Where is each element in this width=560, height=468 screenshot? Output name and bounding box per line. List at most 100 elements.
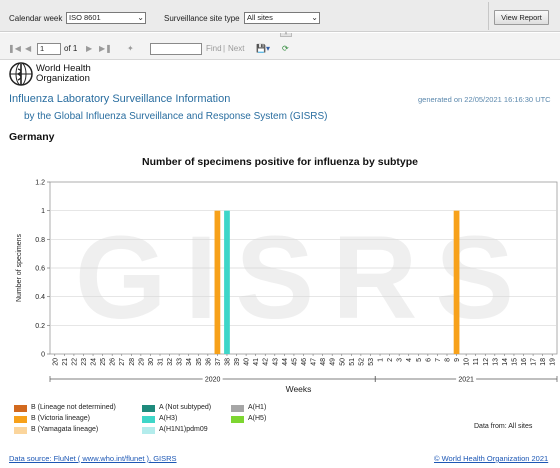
x-tick-label: 16: [521, 358, 528, 366]
legend-label: A(H3): [159, 415, 178, 422]
previous-page-icon[interactable]: ◀: [25, 44, 32, 53]
calendar-week-value: ISO 8601: [69, 13, 101, 22]
x-tick-label: 2: [387, 358, 394, 362]
legend-swatch: [231, 405, 244, 412]
who-logo: [8, 61, 88, 89]
next-link[interactable]: Next: [228, 44, 245, 53]
export-save-icon[interactable]: 💾▾: [256, 44, 270, 53]
site-type-value: All sites: [247, 13, 273, 22]
x-tick-label: 48: [320, 358, 327, 366]
x-tick-label: 35: [196, 358, 203, 366]
bar-a-h3-: [224, 210, 230, 354]
bar-b-victoria-lineage-: [214, 210, 221, 354]
org-line-1: World Health: [36, 63, 91, 74]
x-tick-label: 28: [129, 358, 136, 366]
report-toolbar: ˄ ❚◀ ◀ 1 of 1 ▶ ▶❚ ✦ Find | Next 💾▾ ⟳: [0, 32, 560, 60]
x-tick-label: 11: [473, 358, 480, 365]
legend-label: A(H1N1)pdm09: [159, 426, 208, 433]
refresh-icon[interactable]: ⟳: [282, 44, 289, 53]
x-tick-label: 21: [62, 358, 69, 366]
x-tick-label: 1: [378, 358, 385, 362]
x-tick-label: 20: [52, 358, 59, 366]
x-tick-label: 9: [454, 358, 461, 362]
x-tick-label: 42: [263, 358, 270, 366]
org-line-2: Organization: [36, 73, 90, 84]
x-tick-label: 26: [110, 358, 117, 366]
year-label: 2021: [458, 377, 474, 384]
find-link[interactable]: Find: [206, 44, 222, 53]
y-axis-label: Number of specimens: [16, 233, 23, 302]
x-tick-label: 4: [406, 358, 413, 362]
calendar-week-label: Calendar week: [9, 14, 63, 23]
y-tick-label: 0: [41, 352, 45, 359]
legend-swatch: [14, 416, 27, 423]
legend-swatch: [142, 416, 155, 423]
x-tick-label: 47: [311, 358, 318, 366]
next-page-icon[interactable]: ▶: [86, 44, 93, 53]
y-tick-label: 1.2: [35, 180, 45, 187]
legend-swatch: [231, 416, 244, 423]
first-page-icon[interactable]: ❚◀: [8, 44, 21, 53]
y-tick-label: 1: [41, 208, 45, 215]
page-number-input[interactable]: 1: [37, 43, 61, 55]
legend-label: B (Yamagata lineage): [31, 426, 99, 433]
x-tick-label: 25: [100, 358, 107, 366]
collapse-handle[interactable]: ˄: [280, 32, 292, 37]
parameter-bar: Calendar week ISO 8601 ⌄ Surveillance si…: [0, 0, 560, 32]
calendar-week-select[interactable]: ISO 8601 ⌄: [66, 12, 146, 24]
influenza-chart: GISRS 0 0.2 0.4 0.6 0.8 1 1.2 Number of specimen…: [16, 180, 558, 394]
x-tick-label: 12: [483, 358, 490, 366]
chart-title: Number of specimens positive for influen…: [142, 156, 418, 168]
x-tick-label: 50: [339, 358, 346, 366]
site-type-select[interactable]: All sites ⌄: [244, 12, 320, 24]
x-tick-label: 8: [444, 358, 451, 362]
legend-swatch: [14, 405, 27, 412]
y-tick-label: 0.6: [35, 266, 45, 273]
x-tick-label: 15: [511, 358, 518, 366]
x-tick-label: 46: [301, 358, 308, 366]
x-tick-label: 51: [349, 358, 356, 366]
x-tick-label: 22: [71, 358, 78, 366]
legend-label: A (Not subtyped): [159, 404, 212, 411]
legend-label: A(H1): [248, 404, 267, 411]
y-tick-label: 0.4: [35, 294, 45, 301]
x-tick-label: 18: [540, 358, 547, 366]
organization-name: World Health Organization: [36, 64, 91, 84]
legend-label: B (Victoria lineage): [31, 415, 91, 422]
copyright-link[interactable]: © World Health Organization 2021: [434, 454, 549, 463]
legend-swatch: [14, 427, 27, 434]
x-tick-label: 53: [368, 358, 375, 366]
back-icon[interactable]: ✦: [127, 44, 134, 53]
x-tick-label: 17: [531, 358, 538, 366]
toolbar-separator: |: [223, 44, 226, 53]
year-label-bg: [456, 375, 477, 383]
report-subtitle: by the Global Influenza Surveillance and…: [24, 111, 328, 122]
x-tick-label: 23: [81, 358, 88, 366]
year-label: 2020: [205, 377, 221, 384]
view-report-button[interactable]: View Report: [494, 10, 549, 25]
x-tick-label: 7: [435, 358, 442, 362]
x-axis-label: Weeks: [286, 384, 312, 394]
x-tick-label: 32: [167, 358, 174, 366]
report-title: Influenza Laboratory Surveillance Inform…: [9, 93, 231, 105]
x-tick-label: 6: [425, 358, 432, 362]
chevron-down-icon: ⌄: [137, 13, 144, 22]
watermark: GISRS: [75, 212, 532, 344]
find-input[interactable]: [150, 43, 202, 55]
last-page-icon[interactable]: ▶❚: [99, 44, 112, 53]
bar-b-victoria-lineage-: [453, 210, 460, 354]
x-tick-label: 52: [358, 358, 365, 366]
data-source-link[interactable]: Data source: FluNet ( www.who.int/flunet…: [9, 454, 177, 463]
x-tick-label: 10: [464, 358, 471, 366]
x-tick-label: 14: [502, 358, 509, 366]
generated-timestamp: generated on 22/05/2021 16:16:30 UTC: [418, 95, 551, 104]
legend-swatch: [142, 427, 155, 434]
x-tick-label: 34: [186, 358, 193, 366]
site-type-label: Surveillance site type: [164, 14, 240, 23]
divider: [488, 2, 489, 30]
x-tick-label: 30: [148, 358, 155, 366]
x-tick-label: 49: [330, 358, 337, 366]
y-tick-label: 0.2: [35, 323, 45, 330]
x-tick-label: 45: [291, 358, 298, 366]
x-tick-label: 36: [205, 358, 212, 366]
